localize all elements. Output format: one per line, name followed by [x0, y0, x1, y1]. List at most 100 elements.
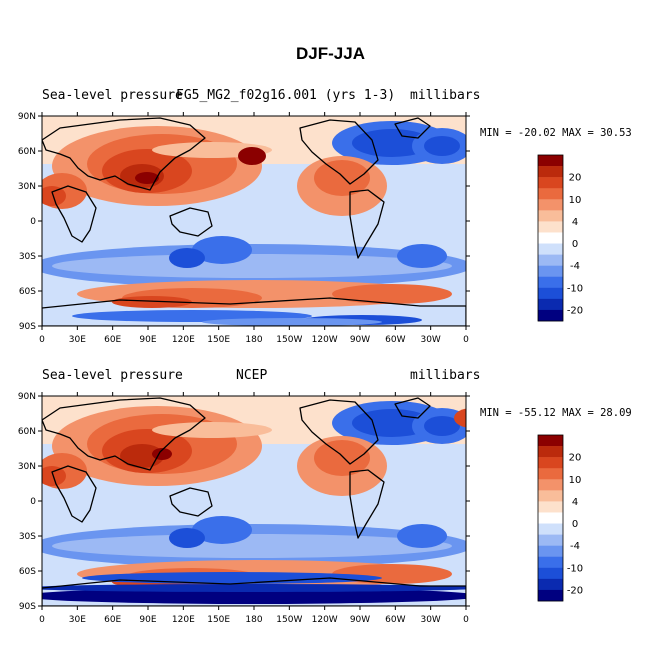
lat-tick-label: 90N [18, 392, 36, 402]
lon-tick-label: 90E [139, 335, 156, 345]
colorbar-swatch [538, 221, 563, 233]
coastline [51, 465, 97, 523]
coastline [169, 207, 213, 237]
lon-tick-label: 60W [385, 335, 405, 345]
pressure-contour [202, 318, 382, 326]
pressure-field [42, 116, 466, 326]
coastline [349, 189, 385, 259]
colorbar-label: -4 [570, 541, 580, 552]
pressure-contour [352, 129, 432, 157]
lon-tick-label: 150E [207, 335, 230, 345]
colorbar-swatch [538, 265, 563, 278]
pressure-contour [397, 524, 447, 548]
colorbar-swatch [538, 177, 563, 189]
colorbar-swatch [538, 545, 563, 558]
lat-tick-label: 30S [19, 252, 36, 262]
colorbar-swatch [538, 298, 563, 311]
units-label: millibars [410, 88, 481, 103]
pressure-field [42, 396, 466, 606]
pressure-contour [332, 498, 412, 518]
map-panel-ncep: 90N 60N 30N 0 30S 60S 90S 0 30E 60E 90E 120E 150E 180… [0, 360, 661, 630]
colorbar-swatch [538, 254, 563, 266]
coastline [51, 185, 97, 243]
colorbar-label: 0 [572, 519, 578, 530]
coastline [169, 487, 213, 517]
colorbar-label: 4 [572, 497, 578, 508]
colorbar-label: 10 [569, 475, 582, 486]
pressure-contour [424, 416, 460, 436]
pressure-contour [52, 254, 452, 278]
lon-tick-label: 30W [420, 615, 440, 625]
pressure-contour [238, 147, 266, 165]
colorbar-swatch [538, 589, 563, 602]
colorbar-label: -10 [567, 563, 583, 574]
colorbar-swatch [538, 210, 563, 222]
coastline [42, 117, 206, 191]
colorbar-swatch [538, 457, 563, 469]
lon-tick-label: 150W [276, 335, 302, 345]
colorbar-swatch [538, 512, 563, 524]
colorbar-swatch [538, 188, 563, 200]
colorbar-swatch [538, 501, 563, 513]
map-panel-model: 90N 60N 30N 0 30S 60S 90S 0 30E 60E 90E 120E 150E 180… [0, 80, 661, 350]
pressure-contour [424, 136, 460, 156]
pressure-contour [332, 218, 412, 238]
colorbar-swatch [538, 155, 563, 167]
lat-tick-label: 60N [18, 427, 36, 437]
case-label: NCEP [236, 368, 268, 383]
lon-tick-label: 150E [207, 615, 230, 625]
colorbar-swatch [538, 435, 563, 447]
lat-tick-label: 60S [19, 287, 36, 297]
variable-label: Sea-level pressure [42, 368, 183, 383]
colorbar-swatch [538, 468, 563, 480]
colorbar-label: 20 [569, 173, 582, 184]
lat-tick-label: 30S [19, 532, 36, 542]
lon-tick-label: 120W [312, 335, 338, 345]
pressure-contour [192, 236, 252, 264]
colorbar-swatch [538, 578, 563, 591]
pressure-contour [112, 296, 192, 308]
lat-tick-label: 0 [30, 497, 36, 507]
lon-tick-label: 0 [463, 615, 469, 625]
coastline [42, 397, 206, 471]
lon-tick-label: 0 [463, 335, 469, 345]
lon-tick-label: 30E [69, 335, 86, 345]
colorbar-label: -20 [567, 305, 583, 316]
lon-tick-label: 120W [312, 615, 338, 625]
colorbar-swatch [538, 166, 563, 178]
lat-tick-label: 90N [18, 112, 36, 122]
pressure-contour [397, 244, 447, 268]
lon-tick-label: 150W [276, 615, 302, 625]
min-max-label: MIN = -55.12 MAX = 28.09 [480, 407, 632, 419]
colorbar-label: -10 [567, 283, 583, 294]
colorbar-frame [537, 434, 564, 602]
colorbar-swatch [538, 523, 563, 535]
colorbar-swatch [538, 232, 563, 244]
min-max-label: MIN = -20.02 MAX = 30.53 [480, 127, 632, 139]
lat-tick-label: 0 [30, 217, 36, 227]
units-label: millibars [410, 368, 481, 383]
colorbar-label: 4 [572, 217, 578, 228]
colorbar-label: 20 [569, 453, 582, 464]
lat-tick-label: 90S [19, 602, 36, 612]
lon-tick-label: 180 [245, 335, 262, 345]
pressure-contour [314, 160, 370, 196]
colorbar-swatch [538, 309, 563, 322]
coastline [349, 469, 385, 539]
pressure-contour [242, 216, 342, 236]
lon-tick-label: 90W [350, 335, 370, 345]
colorbar-swatch [538, 446, 563, 458]
colorbar-swatch [538, 567, 563, 580]
coastline [42, 577, 466, 606]
lon-tick-label: 0 [39, 335, 45, 345]
lon-tick-label: 180 [245, 615, 262, 625]
pressure-contour [242, 496, 342, 516]
pressure-contour [192, 516, 252, 544]
lon-tick-label: 90W [350, 615, 370, 625]
lat-tick-label: 90S [19, 322, 36, 332]
colorbar-label: -4 [570, 261, 580, 272]
colorbar-label: -20 [567, 585, 583, 596]
lat-tick-label: 30N [18, 462, 36, 472]
